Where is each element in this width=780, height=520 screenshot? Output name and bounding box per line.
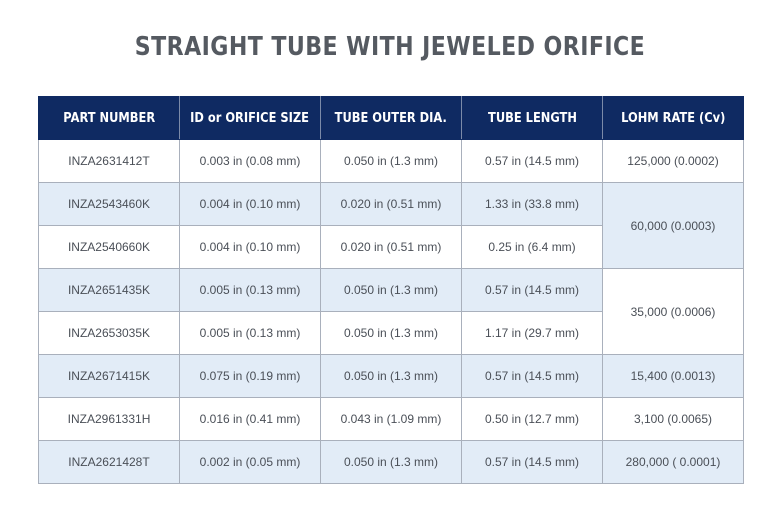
cell-tube-outer-dia: 0.020 in (0.51 mm)	[320, 225, 462, 269]
table-row: INZA2543460K 0.004 in (0.10 mm) 0.020 in…	[38, 182, 744, 269]
cell-tube-length: 0.50 in (12.7 mm)	[461, 397, 603, 441]
cell-part-number: INZA2540660K	[38, 225, 180, 269]
cell-tube-outer-dia: 0.050 in (1.3 mm)	[320, 139, 462, 183]
cell-tube-length: 0.57 in (14.5 mm)	[461, 139, 603, 183]
cell-lohm-rate: 280,000 ( 0.0001)	[602, 440, 744, 484]
cell-orifice-size: 0.004 in (0.10 mm)	[179, 225, 321, 269]
cell-part-number: INZA2543460K	[38, 182, 180, 226]
table-row: INZA2671415K 0.075 in (0.19 mm) 0.050 in…	[38, 354, 744, 398]
cell-part-number: INZA2961331H	[38, 397, 180, 441]
cell-part-number: INZA2651435K	[38, 268, 180, 312]
table-row: INZA2651435K 0.005 in (0.13 mm) 0.050 in…	[38, 268, 744, 355]
table-row: INZA2961331H 0.016 in (0.41 mm) 0.043 in…	[38, 397, 744, 441]
table-header-row: PART NUMBER ID or ORIFICE SIZE TUBE OUTE…	[38, 96, 744, 140]
header-part-number: PART NUMBER	[38, 96, 180, 140]
header-lohm-rate: LOHM RATE (Cv)	[602, 96, 744, 140]
header-orifice-size: ID or ORIFICE SIZE	[179, 96, 321, 140]
cell-lohm-rate: 35,000 (0.0006)	[602, 268, 744, 355]
cell-tube-length: 0.57 in (14.5 mm)	[461, 440, 603, 484]
cell-tube-length: 1.33 in (33.8 mm)	[461, 182, 603, 226]
cell-tube-outer-dia: 0.050 in (1.3 mm)	[320, 354, 462, 398]
cell-tube-length: 0.57 in (14.5 mm)	[461, 354, 603, 398]
cell-orifice-size: 0.005 in (0.13 mm)	[179, 311, 321, 355]
cell-tube-length: 0.57 in (14.5 mm)	[461, 268, 603, 312]
table-row: INZA2653035K 0.005 in (0.13 mm) 0.050 in…	[38, 311, 744, 355]
cell-part-number: INZA2621428T	[38, 440, 180, 484]
cell-tube-length: 0.25 in (6.4 mm)	[461, 225, 603, 269]
spec-table: PART NUMBER ID or ORIFICE SIZE TUBE OUTE…	[38, 96, 744, 484]
table-row: INZA2631412T 0.003 in (0.08 mm) 0.050 in…	[38, 139, 744, 183]
cell-lohm-rate: 3,100 (0.0065)	[602, 397, 744, 441]
cell-orifice-size: 0.002 in (0.05 mm)	[179, 440, 321, 484]
table-row: INZA2621428T 0.002 in (0.05 mm) 0.050 in…	[38, 440, 744, 484]
header-tube-outer-dia: TUBE OUTER DIA.	[320, 96, 462, 140]
cell-part-number: INZA2671415K	[38, 354, 180, 398]
cell-part-number: INZA2653035K	[38, 311, 180, 355]
cell-tube-outer-dia: 0.020 in (0.51 mm)	[320, 182, 462, 226]
table-row: INZA2540660K 0.004 in (0.10 mm) 0.020 in…	[38, 225, 744, 269]
cell-orifice-size: 0.016 in (0.41 mm)	[179, 397, 321, 441]
cell-tube-outer-dia: 0.050 in (1.3 mm)	[320, 268, 462, 312]
header-tube-length: TUBE LENGTH	[461, 96, 603, 140]
cell-part-number: INZA2631412T	[38, 139, 180, 183]
cell-lohm-rate: 15,400 (0.0013)	[602, 354, 744, 398]
cell-tube-length: 1.17 in (29.7 mm)	[461, 311, 603, 355]
cell-tube-outer-dia: 0.050 in (1.3 mm)	[320, 311, 462, 355]
cell-orifice-size: 0.004 in (0.10 mm)	[179, 182, 321, 226]
cell-orifice-size: 0.003 in (0.08 mm)	[179, 139, 321, 183]
cell-tube-outer-dia: 0.050 in (1.3 mm)	[320, 440, 462, 484]
cell-orifice-size: 0.005 in (0.13 mm)	[179, 268, 321, 312]
page-title: STRAIGHT TUBE WITH JEWELED ORIFICE	[134, 32, 646, 62]
cell-lohm-rate: 125,000 (0.0002)	[602, 139, 744, 183]
cell-lohm-rate: 60,000 (0.0003)	[602, 182, 744, 269]
cell-orifice-size: 0.075 in (0.19 mm)	[179, 354, 321, 398]
cell-tube-outer-dia: 0.043 in (1.09 mm)	[320, 397, 462, 441]
